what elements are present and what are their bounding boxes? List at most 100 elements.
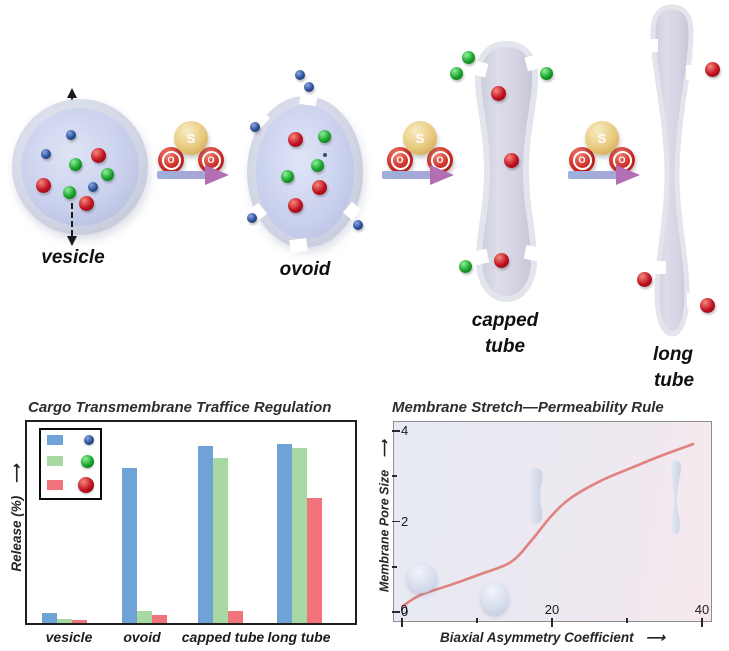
y-tick-minor [392,475,397,478]
mini-long-tube-shape [670,460,681,535]
released-dot-blue [295,70,305,80]
ylabel-text: Release (%) [9,495,24,572]
x-tick-major [401,618,403,627]
capped-tube-membrane [472,40,541,303]
cargo-dot-blue [88,182,98,192]
bar-group [42,613,87,623]
membrane-pore [299,90,318,107]
released-dot-green [450,67,463,80]
legend-row [47,477,94,493]
sulfur-atom-icon: S [585,121,619,155]
released-dot-green [459,260,472,273]
cargo-dot-green [318,130,331,143]
osmotic-arrow-down-icon [67,236,77,246]
mini-capped-tube-shape [527,467,543,525]
bar [277,444,292,623]
sulfur-atom-icon: S [174,121,208,155]
x-tick-label: 40 [694,602,710,617]
released-dot-blue [304,82,314,92]
ovoid-membrane [247,90,363,254]
bar-chart-title: Cargo Transmembrane Traffice Regulation [28,399,332,416]
bar-category-label: long tube [267,629,331,645]
transformation-arrow-icon [568,165,640,185]
legend-sphere-icon [81,454,94,468]
bar-category-label: vesicle [45,629,93,645]
bar [122,468,137,623]
ylabel-text: Membrane Pore Size [377,469,392,593]
stage-label-long-tube-2: tube [653,370,695,391]
stage-label-ovoid: ovoid [279,259,331,280]
x-tick-major [551,618,553,627]
legend-swatch [47,456,63,466]
oxygen-atom-icon: O [569,147,595,173]
released-dot-red [637,272,652,287]
membrane-pore [289,237,308,254]
y-tick-label: 0 [401,604,409,619]
stage-label-capped-tube-2: tube [484,336,526,357]
cargo-dot-red [36,178,51,193]
bar-plot-area [25,420,357,625]
membrane-transformation-schematic: vesicle O O S ovoid [12,0,720,391]
line-plot-area: 0 2 4 0 20 40 [392,421,712,627]
bar [198,446,213,623]
long-tube-membrane [647,3,698,339]
y-tick-minor [392,565,397,568]
x-tick-major [701,618,703,627]
y-tick-major [392,520,400,523]
cargo-dot-red [491,86,506,101]
oxygen-label: O [161,150,181,170]
bar [57,619,72,623]
transformation-arrow-icon [382,165,454,185]
bar [137,611,152,623]
legend-row [47,435,94,445]
cargo-dot-green [101,168,114,181]
mini-ovoid-shape [481,582,509,614]
xlabel-arrow-icon: ⟶ [645,630,665,645]
stage-label-capped-tube-1: capped [471,310,539,331]
cargo-dot-blue [41,149,51,159]
ovoid-lumen [256,105,354,239]
cargo-dot-green [69,158,82,171]
permeability-curve [401,442,695,608]
legend-row [47,454,94,468]
bar-chart-ylabel: Release (%) ⟶ [9,464,25,571]
released-dot-blue [247,213,257,223]
bar [292,448,307,623]
released-dot-green [540,67,553,80]
line-chart-ylabel: Membrane Pore Size ⟶ [377,440,392,592]
cargo-dot-red [504,153,519,168]
bar [42,613,57,623]
curve-path [401,442,695,608]
bar-group [122,468,167,623]
stage-label-vesicle: vesicle [41,247,105,268]
y-tick-label: 4 [401,423,409,438]
legend-swatch [47,435,63,445]
cargo-speck [323,153,327,157]
oxygen-label: O [572,150,592,170]
osmotic-dashed-line-bottom [71,203,73,236]
bar [152,615,167,623]
osmotic-arrow-up-icon [67,88,77,98]
bar-category-label: capped tube [181,629,265,645]
line-plot-inner: 0 2 4 0 20 40 [392,422,710,627]
bar-group [277,444,322,623]
released-dot-blue [250,122,260,132]
released-dot-red [700,298,715,313]
transformation-arrow-icon [157,165,229,185]
line-chart-title: Membrane Stretch—Permeability Rule [392,399,664,416]
sulfur-atom-icon: S [403,121,437,155]
ylabel-arrow-icon: ⟶ [9,464,24,484]
stage-label-long-tube-1: long [652,344,694,365]
x-tick-minor [476,618,478,623]
x-tick-label: 20 [544,602,560,617]
cargo-dot-red [91,148,106,163]
oxygen-label: O [390,150,410,170]
cargo-dot-red [494,253,509,268]
y-tick-major [392,611,400,613]
bar-group [198,446,243,623]
bar-groups [27,422,355,623]
x-tick-minor [626,618,628,623]
released-dot-red [705,62,720,77]
y-tick-label: 2 [401,513,409,529]
